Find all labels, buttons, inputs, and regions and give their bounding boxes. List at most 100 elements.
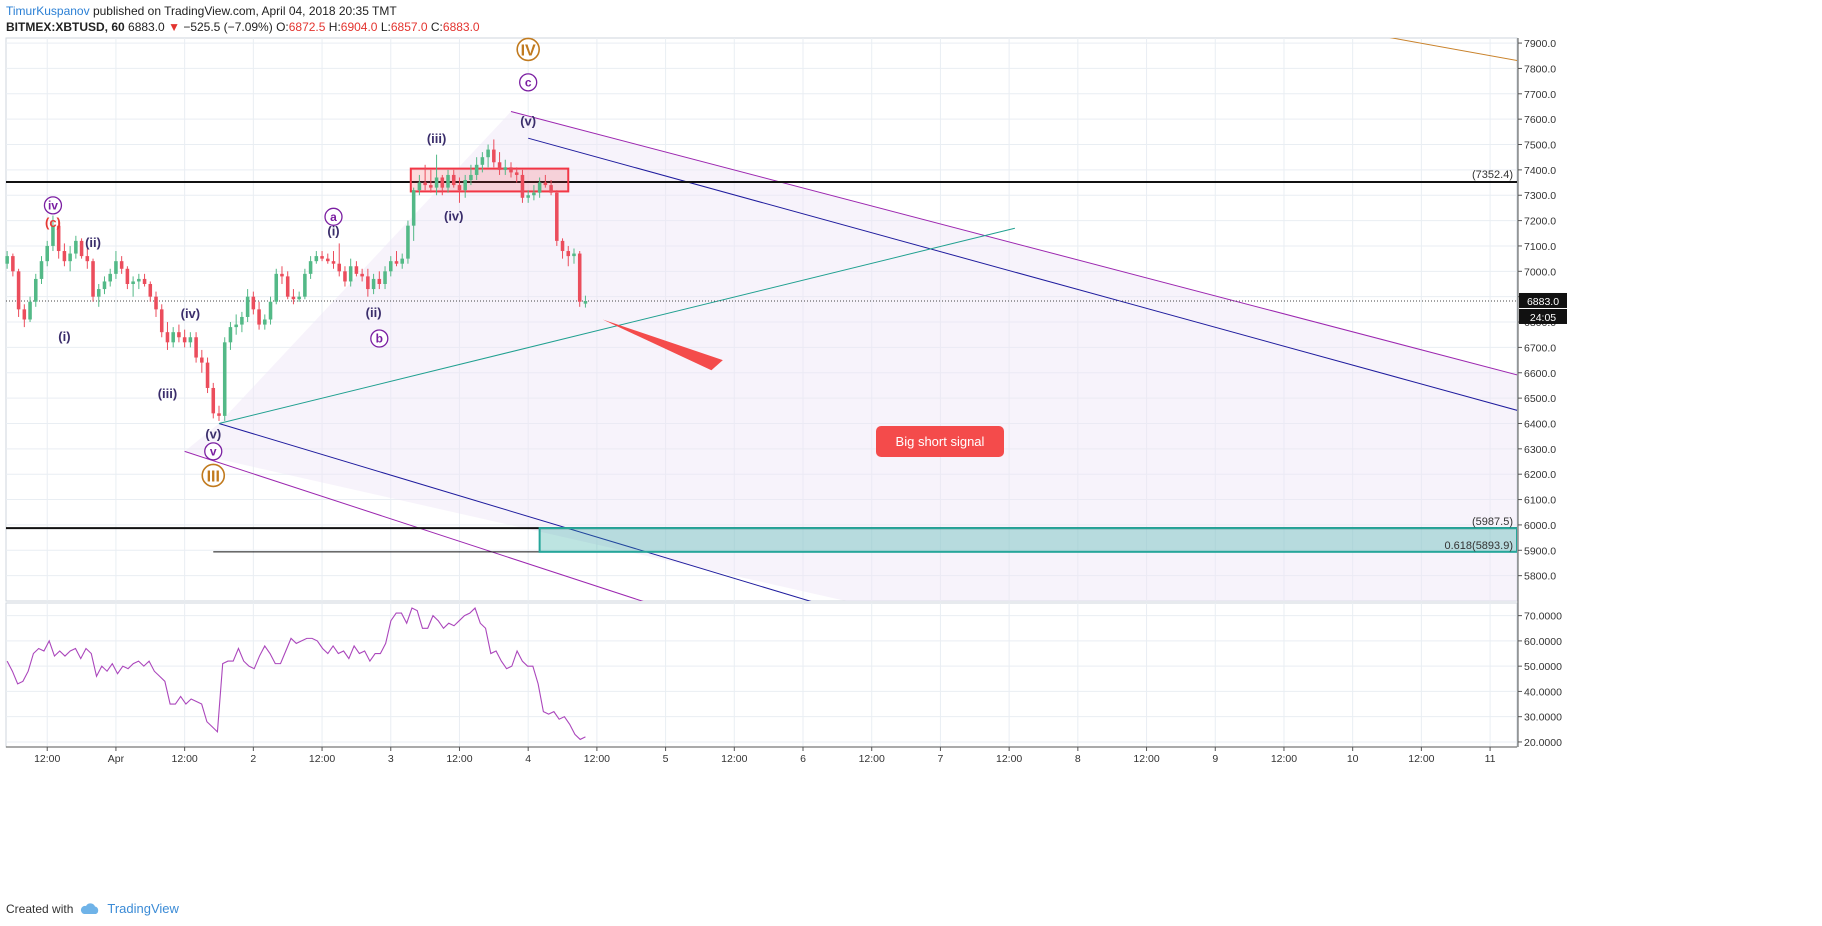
resistance-level-label: (7352.4) [1472, 169, 1513, 181]
candle-body [343, 271, 347, 282]
low-label: L: [380, 20, 391, 34]
candle-body [68, 253, 72, 262]
wave-label: (iv) [181, 306, 201, 321]
candle-body [177, 332, 181, 338]
candle-body [543, 182, 548, 186]
wave-label-circle [519, 73, 538, 92]
candle-body [257, 309, 261, 325]
wave-label: (iv) [444, 209, 464, 224]
candle-body [577, 253, 582, 302]
wave-label: (v) [520, 113, 536, 128]
candle-body [555, 192, 559, 241]
y-tick-label: 7000.0 [1524, 266, 1556, 278]
candle-body [108, 273, 112, 282]
wave-label: a [330, 210, 337, 224]
symbol-label: BITMEX:XBTUSD, 60 [6, 20, 125, 34]
candle-body [486, 149, 490, 158]
y-tick-label: 7100.0 [1524, 241, 1556, 253]
x-tick-label: 12:00 [721, 753, 747, 765]
symbol-line: BITMEX:XBTUSD, 60 6883.0 ▼ −525.5 (−7.09… [6, 19, 1816, 35]
candle-body [474, 164, 479, 175]
candle-body [91, 261, 95, 297]
x-tick-label: 12:00 [1408, 753, 1434, 765]
candle-body [251, 296, 256, 310]
candle-body [280, 273, 284, 277]
outer-channel-top [510, 111, 1517, 376]
candle-body [297, 296, 301, 300]
x-tick-label: 12:00 [859, 753, 885, 765]
candle-body [148, 283, 153, 297]
axes-layer: 5800.0 5900.0 6000.0 6100.0 6200.0 6300.0 6400… [6, 38, 1567, 765]
last-price: 6883.0 [128, 20, 165, 34]
chart-header: TimurKuspanov published on TradingView.c… [6, 3, 1816, 39]
wave-label: v [210, 444, 217, 458]
x-tick-label: 9 [1212, 753, 1218, 765]
candle-body [56, 225, 61, 252]
candle-body [492, 149, 496, 163]
candle-body [234, 324, 238, 328]
y-tick-label: 6200.0 [1524, 469, 1556, 481]
tradingview-link[interactable]: TradingView [107, 901, 179, 916]
candle-body [354, 266, 359, 274]
change-down-icon: ▼ [168, 20, 180, 34]
resistance-box [409, 167, 570, 193]
candle-body [291, 296, 296, 300]
x-tick-label: 11 [1485, 753, 1496, 765]
candle-series [5, 139, 588, 421]
candle-body [268, 301, 273, 320]
candle-body [22, 309, 27, 320]
candle-body [222, 342, 227, 416]
candle-body [583, 300, 588, 304]
wave-label-circle [324, 207, 343, 226]
author-link[interactable]: TimurKuspanov [6, 4, 90, 18]
candle-body [463, 180, 467, 191]
y-tick-label: 6000.0 [1524, 520, 1556, 532]
candle-body [366, 276, 370, 290]
candle-body [497, 162, 502, 170]
candle-body [514, 172, 519, 175]
candle-body [383, 271, 387, 284]
wave-labels: IVc(v)(iii)(iv)iv(c)(ii)(i)a(i)(ii)b(iv)… [43, 37, 1004, 488]
candle-body [394, 261, 399, 264]
candle-body [62, 251, 67, 262]
candle-body [188, 337, 193, 343]
countdown-badge [1519, 308, 1567, 324]
rsi-tick-label: 50.0000 [1524, 661, 1562, 673]
overlays-layer: (7352.4) (5987.5) 0.618(5893.9) [1445, 169, 1514, 552]
wave-label: III [207, 468, 220, 485]
candle-body [85, 256, 90, 262]
candle-body [446, 174, 450, 188]
x-tick-label: 12:00 [584, 753, 610, 765]
footer: Created with TradingView [6, 898, 179, 920]
candle-body [503, 167, 508, 170]
rsi-line [6, 607, 586, 741]
x-tick-label: 8 [1075, 753, 1081, 765]
x-tick-label: 12:00 [171, 753, 197, 765]
wave-label: iv [48, 198, 58, 212]
candle-body [377, 278, 382, 284]
candle-body [39, 261, 44, 279]
y-tick-label: 6600.0 [1524, 368, 1556, 380]
y-tick-label: 6100.0 [1524, 495, 1556, 507]
candle-body [79, 240, 84, 257]
candle-body [371, 278, 376, 290]
candle-body [331, 261, 336, 264]
signal-callout-text: Big short signal [896, 434, 985, 449]
x-tick-label: 12:00 [1133, 753, 1159, 765]
candle-body [423, 182, 427, 186]
candle-body [200, 357, 204, 363]
y-tick-label: 5900.0 [1524, 545, 1556, 557]
candle-body [114, 261, 118, 274]
long-term-trendline [1389, 38, 1517, 62]
x-tick-label: 5 [663, 753, 669, 765]
candle-body [205, 362, 210, 388]
candle-body [549, 185, 553, 193]
rsi-tick-label: 30.0000 [1524, 712, 1562, 724]
candle-body [228, 327, 233, 343]
fib-level-label: 0.618(5893.9) [1445, 540, 1514, 552]
wave-label: (c) [45, 215, 61, 230]
candle-body [400, 258, 404, 264]
wave-label: (ii) [366, 305, 382, 320]
candle-body [142, 278, 147, 284]
